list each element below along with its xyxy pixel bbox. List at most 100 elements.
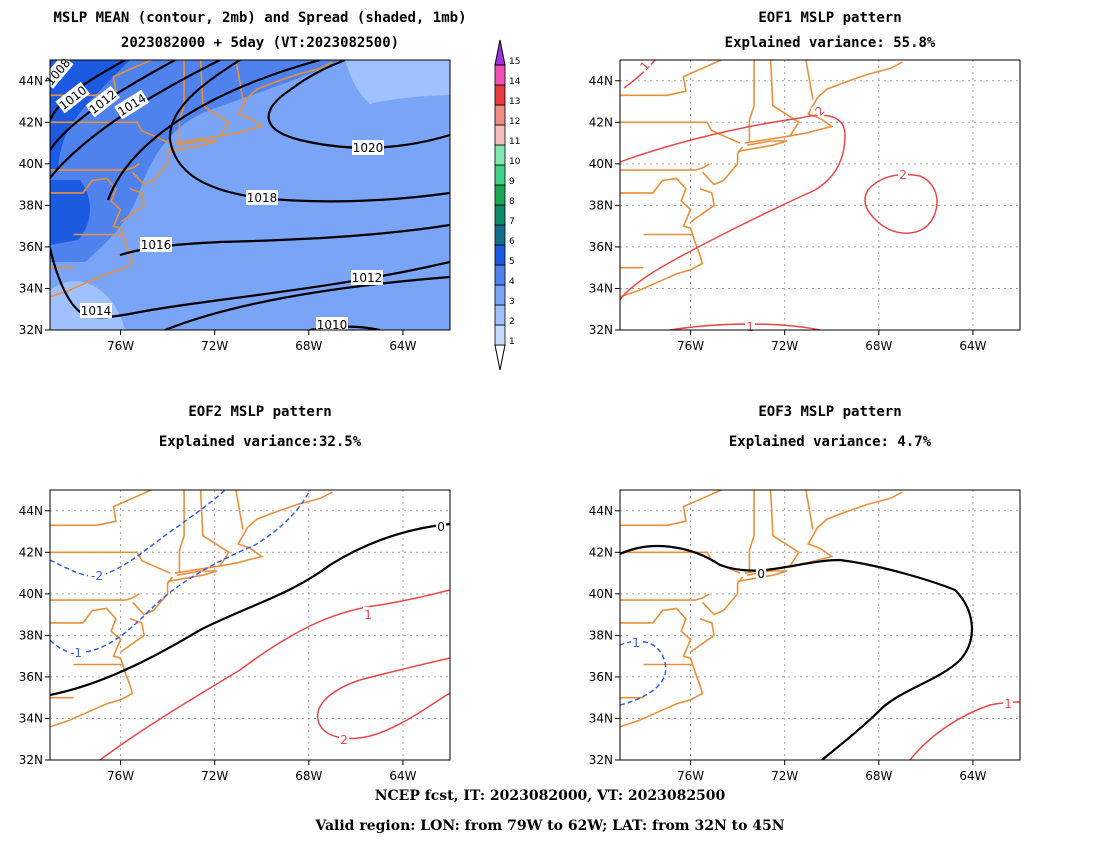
coastline-segment xyxy=(805,60,814,100)
x-tick-label: 76W xyxy=(677,339,704,353)
panel4-title-line1: EOF3 MSLP pattern xyxy=(758,404,902,420)
svg-text:2: 2 xyxy=(899,168,907,182)
x-tick-label: 64W xyxy=(959,339,986,353)
axes-panel4: 76W 72W 68W 64W 32N 34N 36N 38N 40N 42N 44N xyxy=(589,504,987,783)
coastline-segment xyxy=(744,61,903,144)
y-tick-label: 36N xyxy=(589,240,613,254)
x-tick-label: 64W xyxy=(389,339,416,353)
y-tick-label: 42N xyxy=(589,545,613,559)
svg-text:1020: 1020 xyxy=(353,141,384,155)
eof2-contour-minus1 xyxy=(50,490,311,654)
svg-text:1010: 1010 xyxy=(317,318,348,332)
colorbar-swatch xyxy=(494,164,506,186)
coastline-segment xyxy=(620,607,704,728)
y-tick-label: 44N xyxy=(19,74,43,88)
y-tick-label: 40N xyxy=(19,157,43,171)
y-tick-label: 36N xyxy=(19,240,43,254)
x-tick-label: 68W xyxy=(865,339,892,353)
y-tick-label: 38N xyxy=(19,628,43,642)
colorbar-swatch xyxy=(494,324,506,346)
coastline-segment xyxy=(620,593,710,601)
eof2-contour-labels: -2 -1 0 1 2 xyxy=(67,519,446,747)
colorbar-swatch xyxy=(494,244,506,266)
spread-level-5-area-2 xyxy=(50,180,90,245)
spread-level-2-area xyxy=(345,60,450,104)
svg-text:1: 1 xyxy=(746,320,754,334)
coastline-segment xyxy=(50,551,171,574)
grid-lines xyxy=(620,490,1020,761)
y-tick-label: 32N xyxy=(589,323,613,337)
x-tick-label: 64W xyxy=(389,769,416,783)
isobar-1018 xyxy=(168,60,450,203)
eof3-contours xyxy=(620,544,1020,760)
eof2-contour-0 xyxy=(50,522,450,697)
coastline-segment xyxy=(690,618,715,653)
eof2-contours xyxy=(50,490,450,760)
x-tick-label: 76W xyxy=(677,769,704,783)
coastline-segment xyxy=(701,576,744,616)
coastline-segment xyxy=(620,551,741,574)
coastline-segment xyxy=(690,188,715,223)
eof2-contour-1 xyxy=(99,589,450,760)
svg-text:1012: 1012 xyxy=(352,271,383,285)
y-tick-label: 42N xyxy=(19,545,43,559)
colorbar-swatch xyxy=(494,39,506,66)
coastline-segment xyxy=(620,60,722,97)
coastline-panel2 xyxy=(620,60,903,298)
coastline-segment xyxy=(805,490,814,530)
coastline-segment xyxy=(620,177,704,298)
svg-text:1016: 1016 xyxy=(141,238,172,252)
eof2-panel: -2 -1 0 1 2 76W 72W 68W 64W 32N 34N 36N 38N 40N 4… xyxy=(19,489,451,783)
y-tick-label: 32N xyxy=(19,323,43,337)
panel2-title-line1: EOF1 MSLP pattern xyxy=(758,10,902,26)
coastline-segment xyxy=(131,576,174,616)
colorbar-label: 5 xyxy=(509,257,515,267)
coastline-panel4 xyxy=(620,490,903,728)
svg-text:1014: 1014 xyxy=(81,304,112,318)
x-tick-label: 76W xyxy=(107,339,134,353)
panel1-title-line1: MSLP MEAN (contour, 2mb) and Spread (sha… xyxy=(53,10,467,26)
eof1-contours xyxy=(620,60,938,330)
coastline-segment xyxy=(50,607,134,728)
svg-text:1018: 1018 xyxy=(247,191,278,205)
colorbar-label: 2 xyxy=(509,317,515,327)
colorbar-label: 11 xyxy=(509,137,520,147)
eof1-contour-1-top xyxy=(623,60,656,89)
grid-lines xyxy=(620,60,1020,331)
x-tick-label: 64W xyxy=(959,769,986,783)
label-1010-lower: 1010 xyxy=(316,317,348,332)
colorbar-swatch xyxy=(494,64,506,86)
x-tick-label: 68W xyxy=(295,769,322,783)
y-tick-label: 38N xyxy=(589,628,613,642)
x-tick-label: 72W xyxy=(201,339,228,353)
y-tick-label: 40N xyxy=(19,587,43,601)
coastline-panel1 xyxy=(50,60,333,298)
colorbar-label: 15 xyxy=(509,57,520,67)
colorbar-swatch xyxy=(494,124,506,146)
y-tick-label: 40N xyxy=(589,157,613,171)
colorbar-swatch xyxy=(494,144,506,166)
colorbar-swatch xyxy=(494,84,506,106)
panel1-frame xyxy=(49,59,451,331)
isobar-1020 xyxy=(267,60,450,149)
colorbar-label: 14 xyxy=(509,77,521,87)
colorbar-label: 9 xyxy=(509,177,515,187)
grid-lines xyxy=(50,490,450,761)
isobar-1012-lower xyxy=(164,275,450,330)
y-tick-label: 36N xyxy=(589,670,613,684)
y-tick-label: 44N xyxy=(589,504,613,518)
coastline-segment xyxy=(178,490,185,574)
colorbar-label: 10 xyxy=(509,157,521,167)
eof2-contour-2 xyxy=(316,657,450,740)
axes-panel2: 76W 72W 68W 64W 32N 34N 36N 38N 40N 42N 44N xyxy=(589,74,987,353)
panel1-title-line2: 2023082000 + 5day (VT:2023082500) xyxy=(120,35,400,51)
y-tick-label: 38N xyxy=(19,198,43,212)
colorbar-swatch xyxy=(494,224,506,246)
panel4-frame xyxy=(619,489,1021,761)
coastline-segment xyxy=(701,146,744,186)
eof3-contour-minus1 xyxy=(620,640,667,706)
eof1-contour-2-main xyxy=(620,114,846,301)
coastline-segment xyxy=(50,593,140,601)
y-tick-label: 34N xyxy=(19,711,43,725)
